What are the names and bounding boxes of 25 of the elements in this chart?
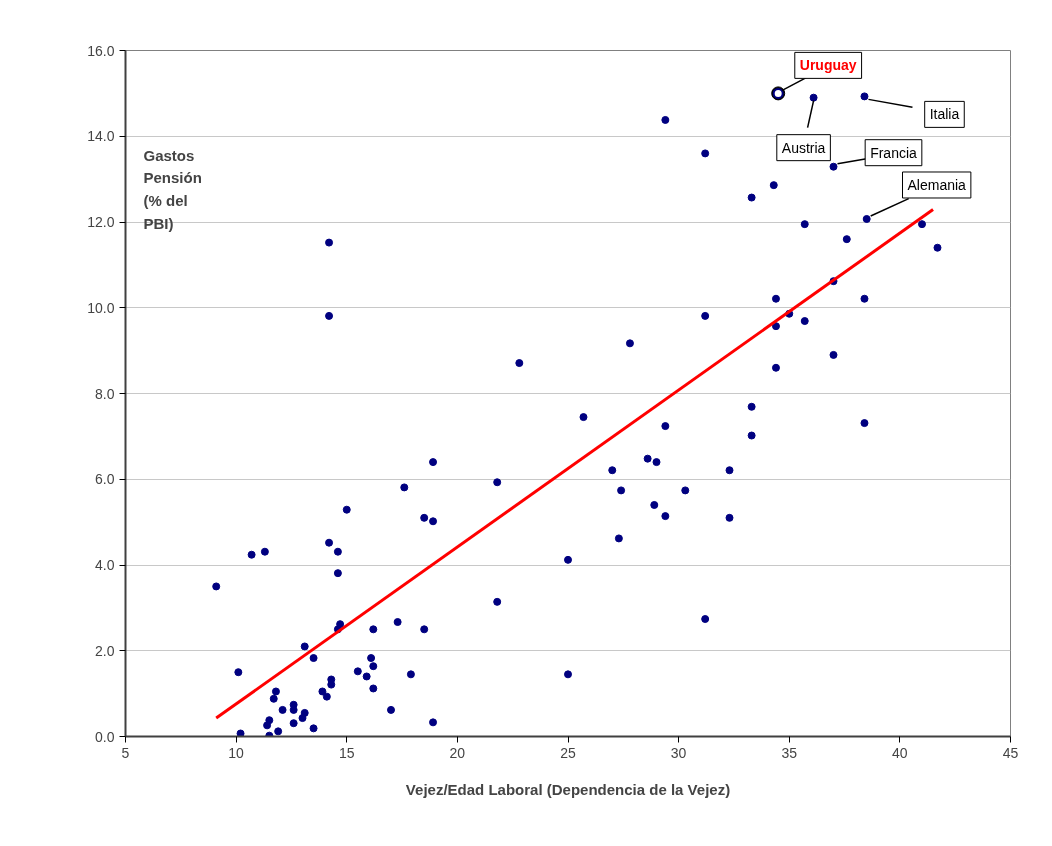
annotation: Francia bbox=[870, 144, 918, 161]
x-tick-label: 10 bbox=[228, 744, 245, 761]
y-tick-label: 2.0 bbox=[95, 642, 115, 659]
x-tick-label: 25 bbox=[560, 744, 576, 761]
y-tick-label: 8.0 bbox=[95, 385, 115, 402]
x-tick-label: 5 bbox=[121, 744, 130, 761]
y-tick-label: 14.0 bbox=[87, 128, 115, 145]
y-tick-label: 6.0 bbox=[95, 471, 115, 488]
annotation: Italia bbox=[929, 106, 960, 123]
x-tick-label: 15 bbox=[338, 744, 355, 761]
annotation: Alemania bbox=[907, 177, 967, 193]
x-tick-label: 40 bbox=[892, 744, 908, 761]
y-tick-label: 10.0 bbox=[87, 299, 115, 316]
x-tick-label: 30 bbox=[670, 744, 687, 761]
y-tick-label: 0.0 bbox=[95, 728, 115, 745]
x-tick-label: 20 bbox=[449, 744, 466, 761]
annotation: Uruguay bbox=[799, 57, 857, 74]
y-tick-label: 16.0 bbox=[87, 42, 115, 59]
x-tick-label: 45 bbox=[1002, 744, 1019, 761]
y-tick-label: 4.0 bbox=[95, 557, 115, 573]
x-axis-title: Vejez/Edad Laboral (Dependencia de la Vejez) bbox=[405, 780, 731, 798]
y-axis-title: Gastos Pensión (% del PBI) bbox=[143, 146, 202, 233]
y-tick-label: 12.0 bbox=[87, 214, 115, 230]
annotation: Austria bbox=[781, 139, 826, 156]
x-tick-label: 35 bbox=[781, 744, 798, 761]
